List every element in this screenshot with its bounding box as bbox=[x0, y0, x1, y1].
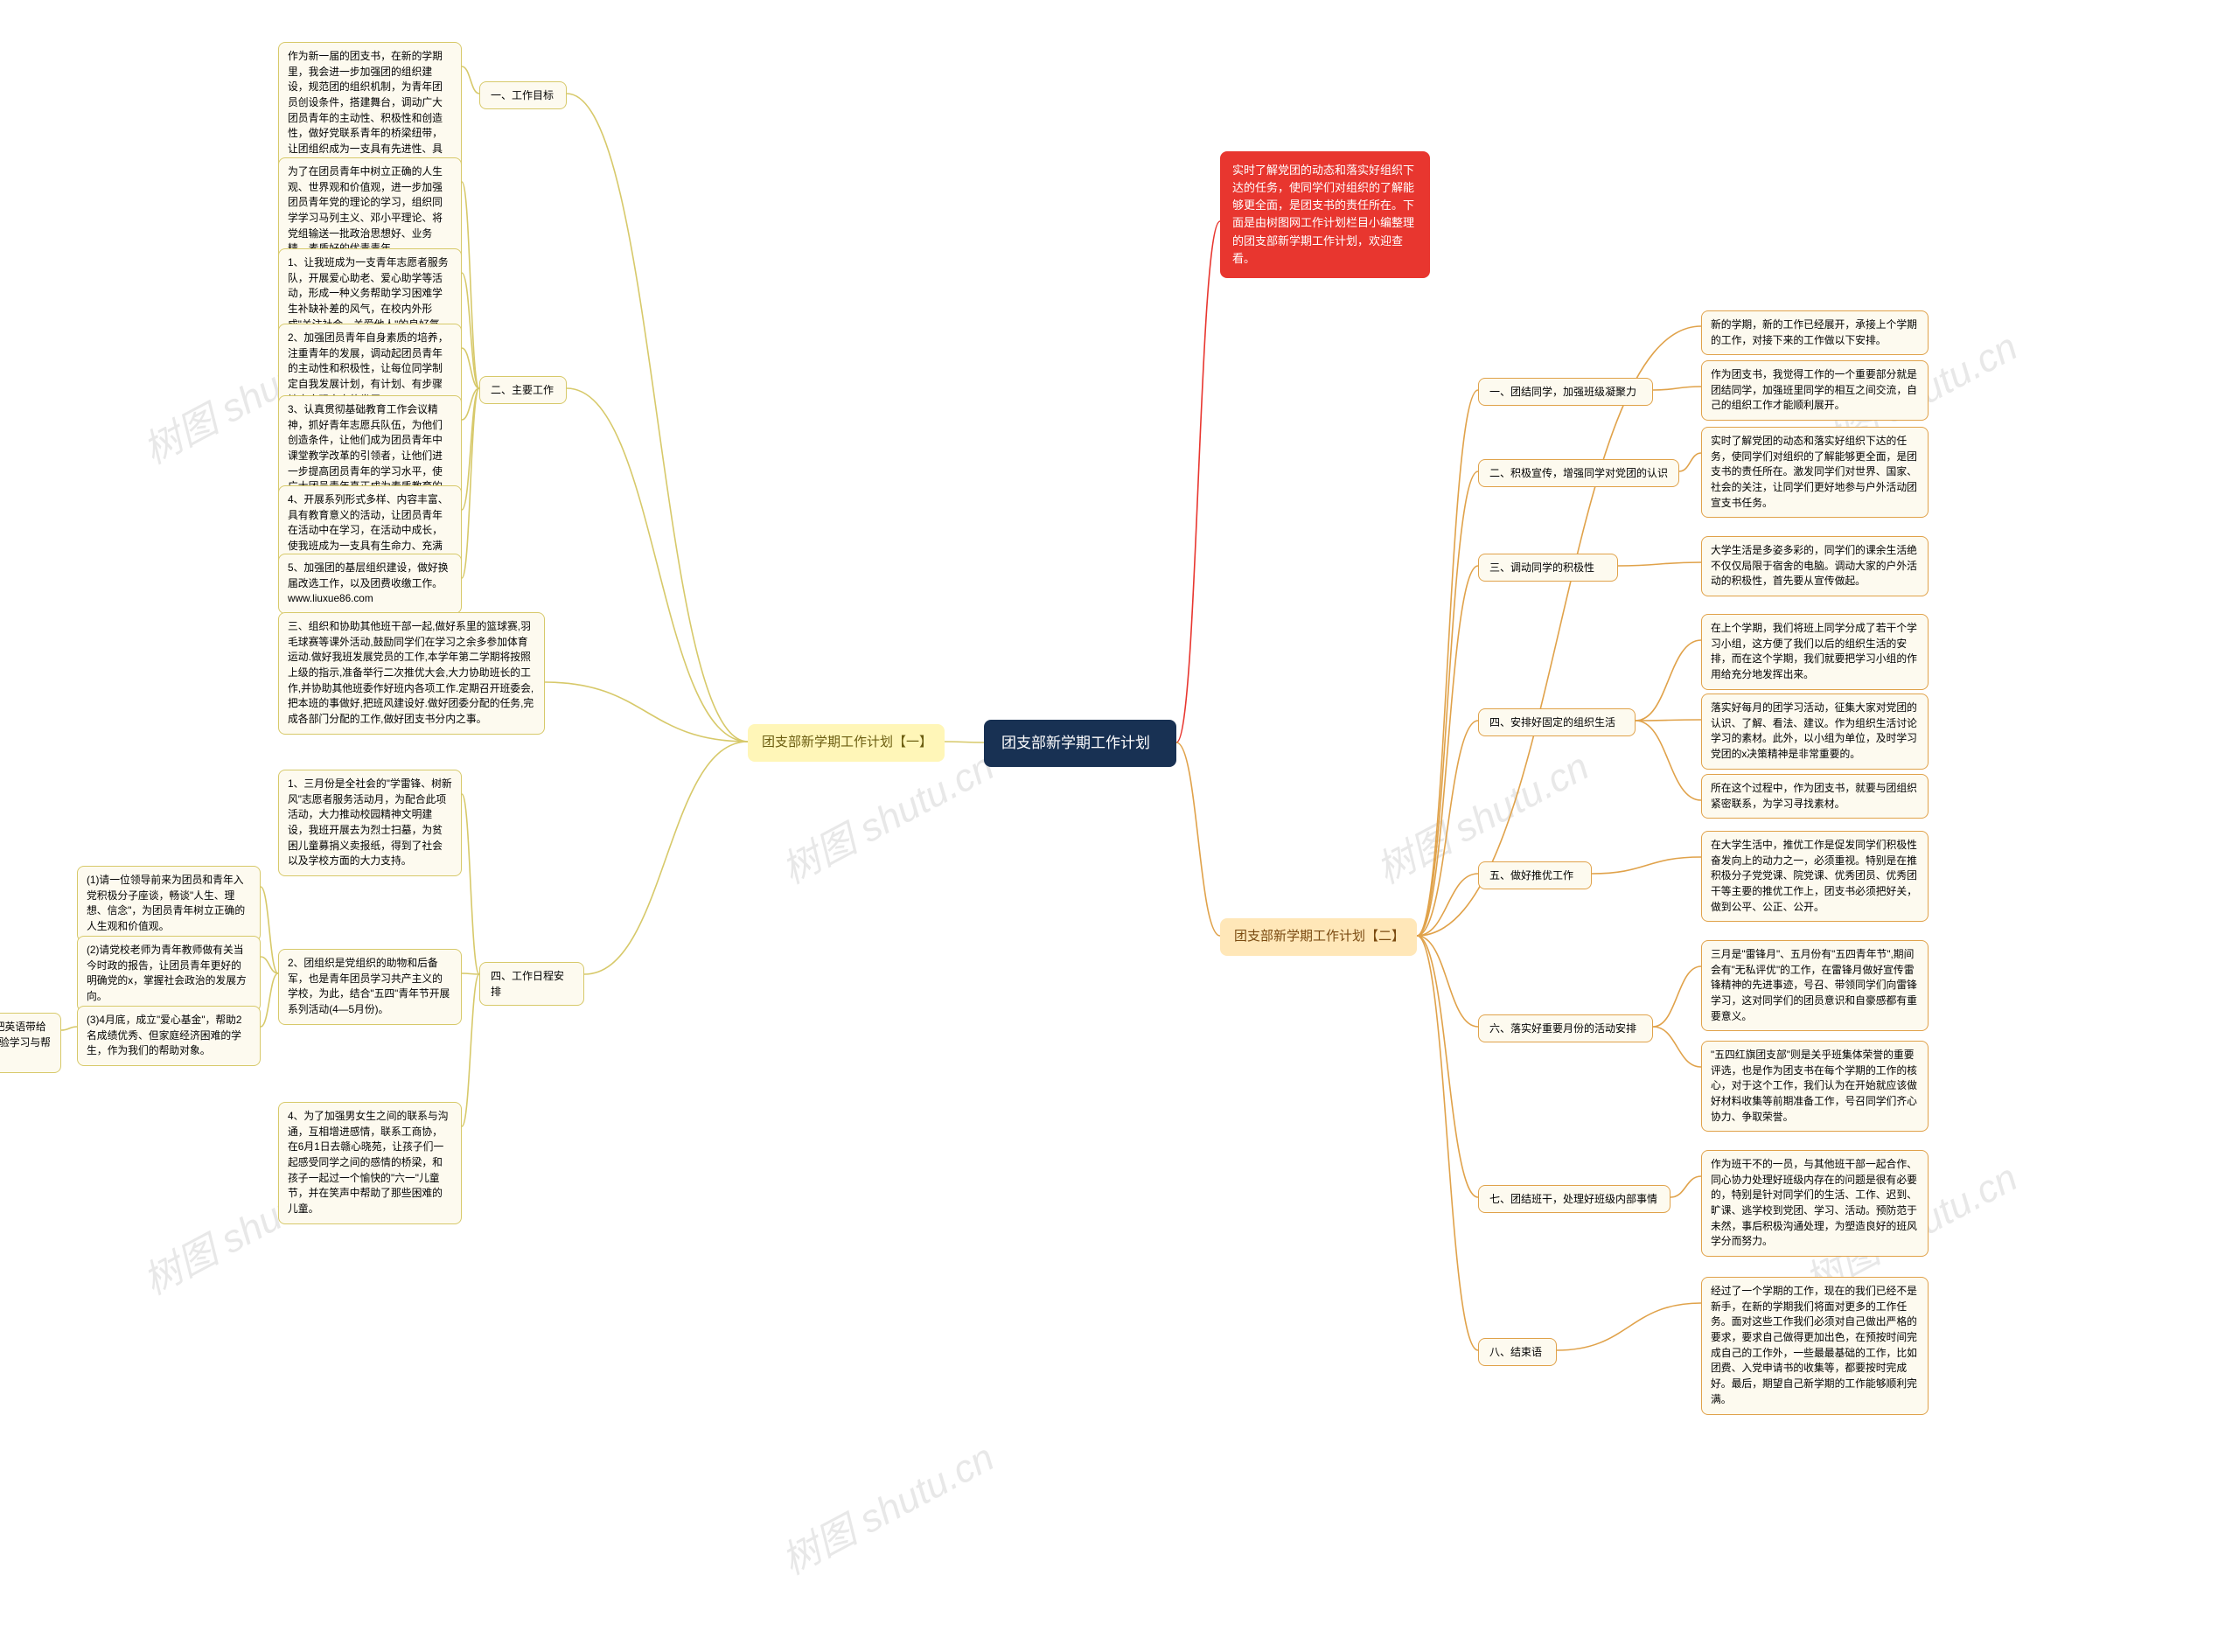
plan2-branch: 三、调动同学的积极性 bbox=[1478, 554, 1618, 582]
plan2-leaf: 所在这个过程中，作为团支书，就要与团组织紧密联系，为学习寻找素材。 bbox=[1701, 774, 1929, 819]
plan1-extra-leaf: 3组织同学走进社区，把英语带给老人和孩子在笑声中体验学习与帮忙的快乐。 bbox=[0, 1013, 61, 1073]
plan1-branch: 四、工作日程安排 bbox=[479, 962, 584, 1006]
plan1-subleaf: (2)请党校老师为青年教师做有关当今时政的报告，让团员青年更好的明确党的x，掌握… bbox=[77, 936, 261, 1012]
plan2-branch: 五、做好推优工作 bbox=[1478, 861, 1592, 889]
plan2-leaf: 实时了解党团的动态和落实好组织下达的任务，使同学们对组织的了解能够更全面，是团支… bbox=[1701, 427, 1929, 518]
plan1-leaf: 5、加强团的基层组织建设，做好换届改选工作，以及团费收缴工作。www.liuxu… bbox=[278, 554, 462, 614]
plan2-leaf: 作为班干不的一员，与其他班干部一起合作、同心协力处理好班级内存在的问题是很有必要… bbox=[1701, 1150, 1929, 1257]
plan2-title: 团支部新学期工作计划【二】 bbox=[1220, 918, 1417, 956]
plan2-branch: 七、团结班干，处理好班级内部事情 bbox=[1478, 1185, 1671, 1213]
plan1-leaf: 2、团组织是党组织的助物和后备军，也是青年团员学习共产主义的学校，为此，结合"五… bbox=[278, 949, 462, 1025]
plan2-branch: 六、落实好重要月份的活动安排 bbox=[1478, 1014, 1653, 1042]
plan1-leaf: 1、三月份是全社会的"学雷锋、树新风"志愿者服务活动月，为配合此项活动，大力推动… bbox=[278, 770, 462, 876]
plan1-branch-wide: 三、组织和协助其他班干部一起,做好系里的篮球赛,羽毛球赛等课外活动,鼓励同学们在… bbox=[278, 612, 545, 735]
watermark: 树图 shutu.cn bbox=[771, 1426, 1002, 1586]
plan2-leaf: "五四红旗团支部"则是关乎班集体荣誉的重要评选，也是作为团支书在每个学期的工作的… bbox=[1701, 1041, 1929, 1132]
plan2-leaf: 大学生活是多姿多彩的，同学们的课余生活绝不仅仅局限于宿舍的电脑。调动大家的户外活… bbox=[1701, 536, 1929, 596]
plan1-branch: 一、工作目标 bbox=[479, 81, 567, 109]
plan2-leaf: 在上个学期，我们将班上同学分成了若干个学习小组，这方便了我们以后的组织生活的安排… bbox=[1701, 614, 1929, 690]
plan2-leaf: 作为团支书，我觉得工作的一个重要部分就是团结同学，加强班里同学的相互之间交流，自… bbox=[1701, 360, 1929, 421]
plan2-leaf: 经过了一个学期的工作，现在的我们已经不是新手，在新的学期我们将面对更多的工作任务… bbox=[1701, 1277, 1929, 1415]
plan2-preface: 新的学期，新的工作已经展开，承接上个学期的工作，对接下来的工作做以下安排。 bbox=[1701, 310, 1929, 355]
plan2-branch: 四、安排好固定的组织生活 bbox=[1478, 708, 1636, 736]
plan1-leaf: 4、为了加强男女生之间的联系与沟通，互相增进感情，联系工商协，在6月1日去赣心晓… bbox=[278, 1102, 462, 1224]
plan1-title: 团支部新学期工作计划【一】 bbox=[748, 724, 945, 762]
plan1-subleaf: (3)4月底，成立"爱心基金"，帮助2名成绩优秀、但家庭经济困难的学生，作为我们… bbox=[77, 1006, 261, 1066]
plan1-subleaf: (1)请一位领导前来为团员和青年入党积极分子座谈，畅谈"人生、理想、信念"，为团… bbox=[77, 866, 261, 942]
plan2-branch: 二、积极宣传，增强同学对党团的认识 bbox=[1478, 459, 1679, 487]
plan1-branch: 二、主要工作 bbox=[479, 376, 567, 404]
root-node: 团支部新学期工作计划 bbox=[984, 720, 1176, 767]
plan2-leaf: 三月是"雷锋月"、五月份有"五四青年节",期间会有"无私评优"的工作，在雷锋月做… bbox=[1701, 940, 1929, 1031]
plan2-branch: 一、团结同学，加强班级凝聚力 bbox=[1478, 378, 1653, 406]
plan2-leaf: 在大学生活中，推优工作是促发同学们积极性奋发向上的动力之一，必须重视。特别是在推… bbox=[1701, 831, 1929, 922]
plan2-branch: 八、结束语 bbox=[1478, 1338, 1557, 1366]
plan2-leaf: 落实好每月的团学习活动，征集大家对党团的认识、了解、看法、建议。作为组织生活讨论… bbox=[1701, 694, 1929, 770]
intro-box: 实时了解党团的动态和落实好组织下达的任务，使同学们对组织的了解能够更全面，是团支… bbox=[1220, 151, 1430, 278]
